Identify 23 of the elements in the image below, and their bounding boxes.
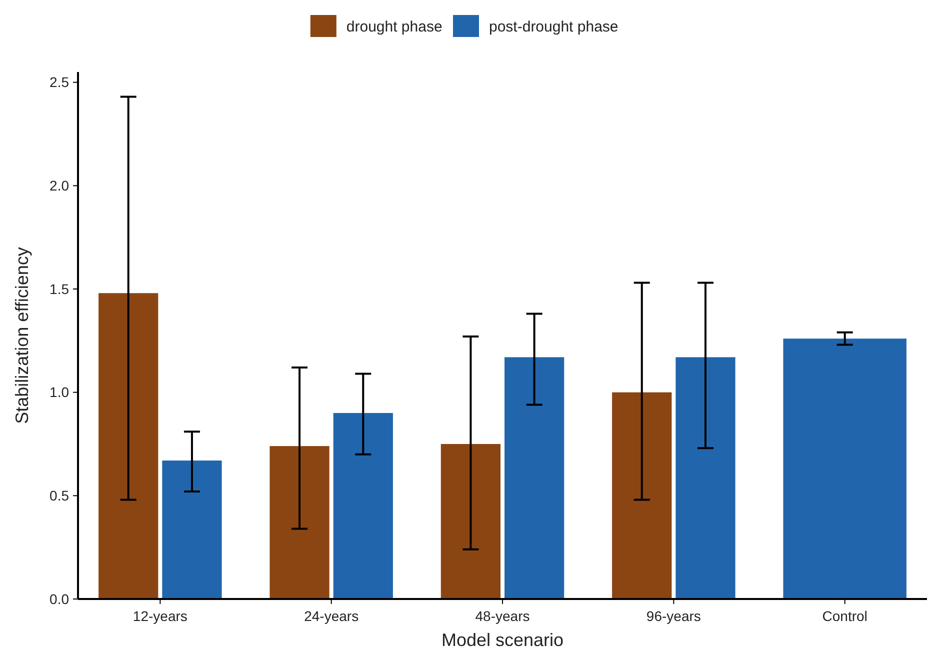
y-tick-label: 0.5 (50, 488, 70, 504)
bar (612, 392, 672, 599)
bar (440, 444, 500, 599)
legend-label: post-drought phase (489, 18, 618, 36)
bar (270, 446, 330, 599)
y-tick-label: 2.5 (50, 74, 70, 90)
x-tick-label: 24-years (304, 608, 359, 624)
y-tick-label: 1.5 (50, 280, 70, 297)
x-tick-label: 96-years (646, 608, 701, 624)
bar (676, 357, 736, 599)
x-axis-title: Model scenario (441, 630, 564, 650)
y-tick-label: 1.0 (50, 384, 70, 400)
bar (504, 357, 564, 599)
x-tick-label: 48-years (475, 608, 530, 624)
bar (162, 460, 222, 599)
legend-label: drought phase (346, 18, 442, 36)
x-tick-label: Control (822, 608, 868, 624)
y-tick-label: 0.0 (50, 590, 70, 607)
y-axis-title: Stabilization efficiency (12, 247, 32, 424)
bar (98, 293, 158, 599)
bar (333, 413, 393, 599)
x-tick-label: 12-years (132, 608, 188, 624)
y-tick-label: 2.0 (50, 178, 70, 194)
